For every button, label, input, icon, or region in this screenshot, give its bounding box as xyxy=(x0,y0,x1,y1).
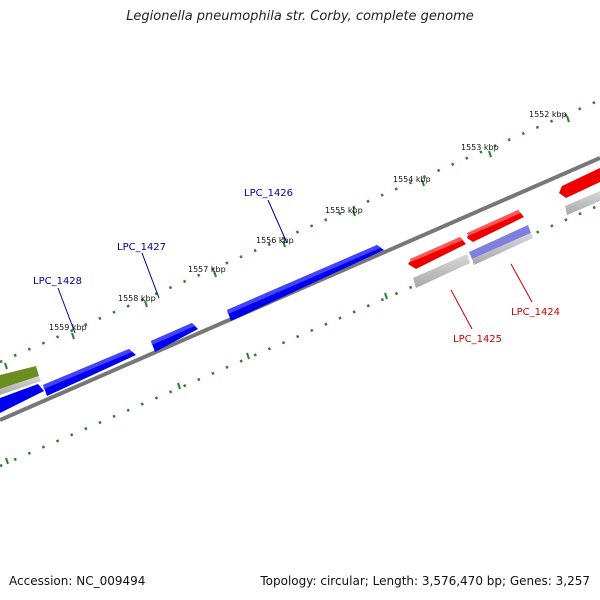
gray-feature-3 xyxy=(565,191,600,215)
label-lpc-1424[interactable]: LPC_1424 xyxy=(511,307,560,318)
label-leaders xyxy=(57,199,533,334)
gene-lpc-1425[interactable] xyxy=(408,237,466,269)
gene-lpc-1428[interactable] xyxy=(43,349,136,396)
gene-left-edge[interactable] xyxy=(0,384,44,413)
gene-labels: LPC_1426 LPC_1427 LPC_1428 LPC_1424 LPC_… xyxy=(33,188,560,345)
gene-lpc-1426-highlight xyxy=(227,245,380,314)
gene-right-edge[interactable] xyxy=(559,168,600,198)
accession-text: Accession: NC_009494 xyxy=(9,574,146,588)
inner-tick-ring xyxy=(0,203,600,468)
gene-lpc-1427-highlight xyxy=(151,323,195,345)
lower-track xyxy=(413,191,600,288)
purple-feature[interactable] xyxy=(469,225,531,259)
tick-label-1557: 1557 kbp xyxy=(188,265,226,274)
tick-label-1556: 1556 kbp xyxy=(256,236,294,245)
reverse-genes xyxy=(408,168,600,269)
label-lpc-1425[interactable]: LPC_1425 xyxy=(453,334,502,345)
other-feature-track xyxy=(0,366,41,395)
gene-lpc-1428-highlight xyxy=(43,349,132,389)
genome-summary-text: Topology: circular; Length: 3,576,470 bp… xyxy=(260,574,590,588)
label-lpc-1428[interactable]: LPC_1428 xyxy=(33,276,82,287)
olive-feature[interactable] xyxy=(0,366,39,389)
tick-label-1553: 1553 kbp xyxy=(461,143,499,152)
leader-lpc-1424 xyxy=(510,263,533,303)
gene-lpc-1425-highlight xyxy=(410,237,463,262)
gray-feature-2 xyxy=(472,233,533,265)
leader-lpc-1428 xyxy=(57,287,76,334)
outer-major-ticks xyxy=(4,115,570,370)
forward-genes xyxy=(0,245,384,413)
tick-label-1555: 1555 kbp xyxy=(325,206,363,215)
tick-label-1559: 1559 kbp xyxy=(49,323,87,332)
gene-lpc-1427[interactable] xyxy=(151,323,198,352)
gene-lpc-1424[interactable] xyxy=(467,210,524,242)
tick-label-1552: 1552 kbp xyxy=(529,110,567,119)
tick-label-1554: 1554 kbp xyxy=(393,175,431,184)
outer-tick-ring xyxy=(0,98,600,364)
gene-lpc-1426[interactable] xyxy=(227,245,384,321)
gene-lpc-1424-highlight xyxy=(467,210,521,236)
backbone-line xyxy=(0,156,600,422)
leader-lpc-1425 xyxy=(450,289,473,330)
tick-label-1558: 1558 kbp xyxy=(118,294,156,303)
olive-feature-shadow xyxy=(0,376,41,395)
leader-lpc-1426 xyxy=(267,199,288,244)
leader-lpc-1427 xyxy=(141,252,160,299)
label-lpc-1426[interactable]: LPC_1426 xyxy=(244,188,293,199)
tick-labels: 1552 kbp 1553 kbp 1554 kbp 1555 kbp 1556… xyxy=(49,110,567,332)
map-title: Legionella pneumophila str. Corby, compl… xyxy=(126,9,474,24)
label-lpc-1427[interactable]: LPC_1427 xyxy=(117,242,166,253)
gray-feature-1 xyxy=(413,254,470,288)
